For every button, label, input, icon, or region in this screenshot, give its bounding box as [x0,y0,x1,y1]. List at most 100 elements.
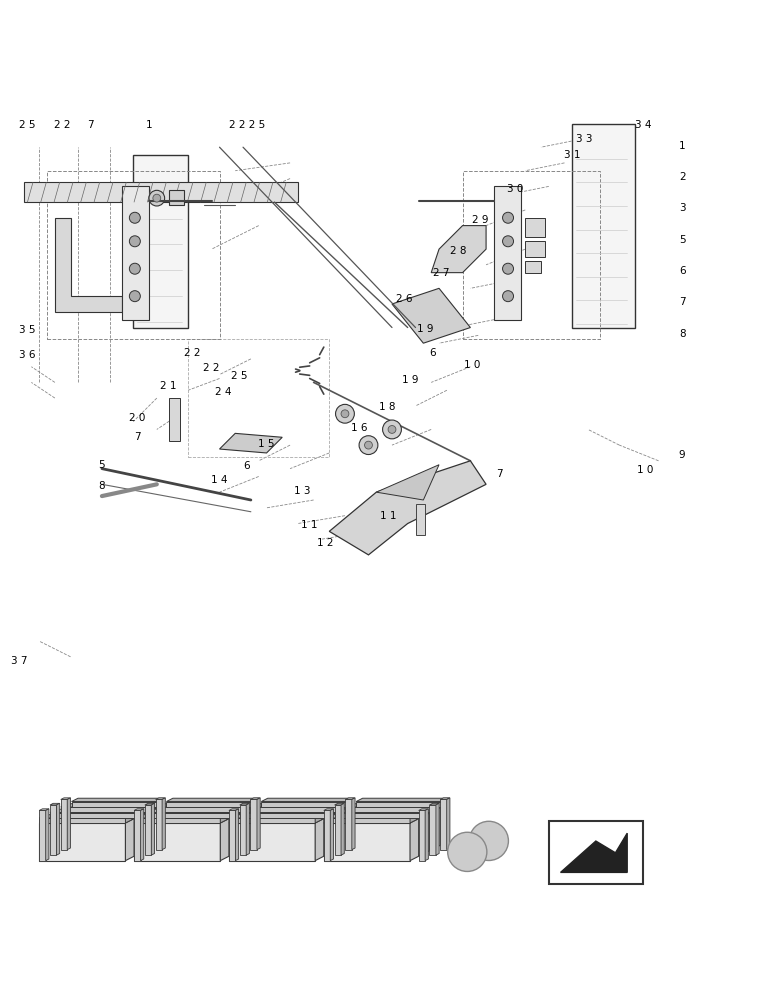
Polygon shape [235,809,238,861]
Bar [416,504,425,535]
Polygon shape [134,818,220,823]
Polygon shape [155,799,162,850]
Polygon shape [229,809,238,810]
Polygon shape [324,815,416,818]
Circle shape [503,291,514,302]
Text: 2 0: 2 0 [129,413,145,423]
Polygon shape [251,808,345,812]
Polygon shape [345,804,438,807]
Polygon shape [251,799,257,850]
Polygon shape [50,809,143,813]
Polygon shape [61,804,154,807]
Polygon shape [240,809,332,813]
Polygon shape [155,798,165,799]
Polygon shape [39,818,125,823]
Circle shape [388,426,396,433]
Polygon shape [240,813,335,818]
Polygon shape [39,810,45,861]
Polygon shape [432,808,441,850]
Polygon shape [442,798,449,807]
Polygon shape [145,813,240,818]
Polygon shape [155,804,249,807]
Text: 3 6: 3 6 [19,350,36,360]
Polygon shape [136,809,143,818]
Text: 6: 6 [679,266,685,276]
Polygon shape [145,813,231,818]
Polygon shape [134,819,229,823]
Polygon shape [561,833,627,872]
Polygon shape [169,398,180,441]
Text: 2 7: 2 7 [433,268,450,278]
Polygon shape [257,798,260,850]
Polygon shape [240,813,326,818]
Text: 9: 9 [679,450,685,460]
Text: 2 9: 2 9 [471,215,488,225]
Polygon shape [356,798,449,802]
Polygon shape [335,813,430,818]
Text: 1 0: 1 0 [464,360,480,370]
Polygon shape [421,809,427,818]
Circle shape [503,263,514,274]
Polygon shape [125,819,134,861]
Polygon shape [166,802,252,807]
Text: 2 4: 2 4 [215,387,232,397]
Polygon shape [145,803,154,805]
Polygon shape [410,815,416,823]
Polygon shape [441,798,450,799]
Polygon shape [231,809,238,818]
Polygon shape [155,807,241,812]
Polygon shape [61,799,67,850]
Bar [549,821,643,884]
Polygon shape [136,813,145,855]
Polygon shape [229,810,235,861]
Circle shape [365,441,372,449]
Text: 1 8: 1 8 [379,402,396,412]
Text: 2 8: 2 8 [450,246,467,256]
Circle shape [503,236,514,247]
Polygon shape [421,813,430,855]
Text: 5: 5 [99,460,105,470]
Circle shape [129,263,140,274]
Polygon shape [50,813,145,818]
Polygon shape [241,804,249,812]
Polygon shape [425,809,428,861]
Circle shape [359,436,378,455]
Text: 3 0: 3 0 [507,184,523,194]
Polygon shape [341,803,344,855]
Text: 2 5: 2 5 [230,371,248,381]
Text: 1 1: 1 1 [379,511,397,521]
Circle shape [341,410,349,418]
Circle shape [336,404,354,423]
Polygon shape [134,810,140,861]
Polygon shape [147,804,154,812]
Polygon shape [162,798,165,850]
Text: 1: 1 [146,120,152,130]
Polygon shape [169,190,184,205]
Polygon shape [71,798,165,802]
Text: 1 9: 1 9 [417,324,434,334]
Circle shape [129,212,140,223]
Polygon shape [324,818,410,823]
Polygon shape [61,808,155,812]
Bar [188,339,329,457]
Text: 2 2: 2 2 [183,348,201,358]
Polygon shape [134,823,220,861]
Text: 7: 7 [496,469,503,479]
Polygon shape [39,809,49,810]
Polygon shape [436,803,439,855]
Circle shape [153,194,161,202]
Bar [133,155,188,328]
Polygon shape [345,812,432,850]
Text: 1 3: 1 3 [293,486,310,496]
Polygon shape [447,798,450,850]
Polygon shape [220,433,282,453]
Polygon shape [251,807,337,812]
Circle shape [129,236,140,247]
Polygon shape [231,813,240,855]
Text: 3 4: 3 4 [634,120,652,130]
Circle shape [448,832,487,871]
Text: 7: 7 [679,297,685,307]
Polygon shape [240,803,249,805]
Polygon shape [61,807,147,812]
Polygon shape [392,288,470,343]
